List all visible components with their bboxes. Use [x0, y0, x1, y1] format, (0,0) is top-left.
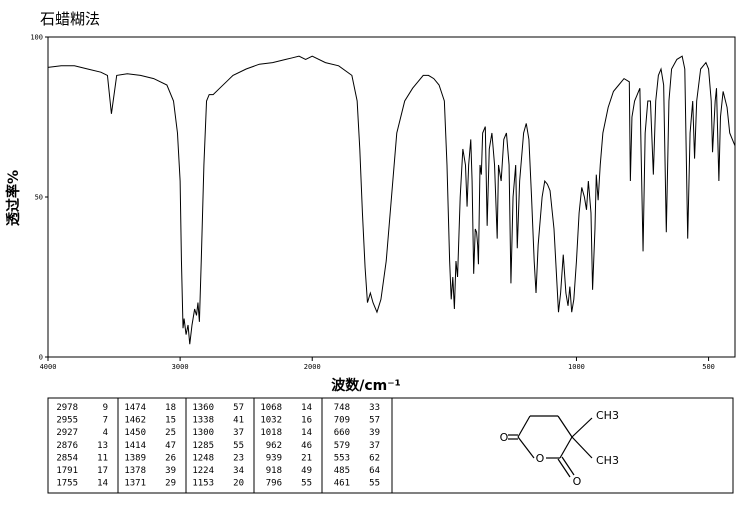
peak-wavenumber: 579 — [334, 441, 350, 451]
x-tick-label: 500 — [702, 363, 715, 371]
peak-wavenumber: 553 — [334, 453, 350, 463]
peak-transmittance: 20 — [233, 479, 244, 489]
peak-transmittance: 26 — [165, 453, 176, 463]
peak-transmittance: 41 — [233, 416, 244, 426]
peak-transmittance: 13 — [97, 441, 108, 451]
peak-wavenumber: 1018 — [260, 428, 282, 438]
peak-transmittance: 18 — [165, 403, 176, 413]
x-tick-label: 1000 — [568, 363, 585, 371]
atom-label: CH3 — [596, 409, 619, 422]
x-tick-label: 4000 — [40, 363, 57, 371]
peak-wavenumber: 1300 — [192, 428, 214, 438]
y-tick-label: 100 — [30, 34, 43, 42]
spectrum-line — [47, 55, 736, 345]
peak-transmittance: 39 — [165, 466, 176, 476]
peak-wavenumber: 2955 — [56, 416, 78, 426]
peak-transmittance: 62 — [369, 453, 380, 463]
peak-wavenumber: 2978 — [56, 403, 78, 413]
peak-transmittance: 7 — [103, 416, 108, 426]
peak-wavenumber: 748 — [334, 403, 350, 413]
peak-wavenumber: 1474 — [124, 403, 146, 413]
peak-wavenumber: 939 — [266, 453, 282, 463]
peak-wavenumber: 1389 — [124, 453, 146, 463]
peak-wavenumber: 709 — [334, 416, 350, 426]
peak-transmittance: 14 — [97, 479, 108, 489]
x-tick-label: 2000 — [304, 363, 321, 371]
peak-wavenumber: 962 — [266, 441, 282, 451]
peak-transmittance: 4 — [103, 428, 108, 438]
peak-transmittance: 11 — [97, 453, 108, 463]
peak-transmittance: 29 — [165, 479, 176, 489]
peak-transmittance: 25 — [165, 428, 176, 438]
atom-label: O — [500, 431, 509, 444]
peak-wavenumber: 1224 — [192, 466, 214, 476]
peak-transmittance: 55 — [369, 479, 380, 489]
atom-label: O — [536, 452, 545, 465]
peak-transmittance: 39 — [369, 428, 380, 438]
peak-wavenumber: 1360 — [192, 403, 214, 413]
atom-label: CH3 — [596, 454, 619, 467]
peak-transmittance: 55 — [233, 441, 244, 451]
x-tick-label: 3000 — [172, 363, 189, 371]
peak-wavenumber: 1755 — [56, 479, 78, 489]
peak-wavenumber: 1068 — [260, 403, 282, 413]
x-axis-label: 波数/cm⁻¹ — [331, 377, 401, 394]
peak-transmittance: 57 — [233, 403, 244, 413]
peak-transmittance: 33 — [369, 403, 380, 413]
peak-transmittance: 16 — [301, 416, 312, 426]
peak-wavenumber: 1285 — [192, 441, 214, 451]
peak-transmittance: 23 — [233, 453, 244, 463]
y-axis-label: 透过率% — [5, 170, 22, 226]
peak-transmittance: 57 — [369, 416, 380, 426]
peak-transmittance: 15 — [165, 416, 176, 426]
peak-wavenumber: 1371 — [124, 479, 146, 489]
structure-bonds — [508, 415, 593, 478]
peak-transmittance: 37 — [369, 441, 380, 451]
peak-transmittance: 14 — [301, 403, 312, 413]
peak-wavenumber: 2876 — [56, 441, 78, 451]
peak-transmittance: 34 — [233, 466, 244, 476]
peak-wavenumber: 1791 — [56, 466, 78, 476]
peak-transmittance: 37 — [233, 428, 244, 438]
table-frame — [47, 397, 734, 494]
peak-wavenumber: 660 — [334, 428, 350, 438]
peak-transmittance: 64 — [369, 466, 380, 476]
peak-wavenumber: 1153 — [192, 479, 214, 489]
peak-transmittance: 49 — [301, 466, 312, 476]
peak-transmittance: 46 — [301, 441, 312, 451]
peak-transmittance: 9 — [103, 403, 108, 413]
peak-wavenumber: 1462 — [124, 416, 146, 426]
peak-wavenumber: 2927 — [56, 428, 78, 438]
peak-transmittance: 17 — [97, 466, 108, 476]
peak-transmittance: 55 — [301, 479, 312, 489]
peak-wavenumber: 1414 — [124, 441, 146, 451]
peak-wavenumber: 1338 — [192, 416, 214, 426]
peak-wavenumber: 1450 — [124, 428, 146, 438]
peak-wavenumber: 485 — [334, 466, 350, 476]
peak-wavenumber: 1248 — [192, 453, 214, 463]
peak-wavenumber: 461 — [334, 479, 350, 489]
atom-label: O — [573, 475, 582, 488]
chart-title: 石蜡糊法 — [40, 10, 100, 28]
peak-transmittance: 21 — [301, 453, 312, 463]
peak-wavenumber: 796 — [266, 479, 282, 489]
y-tick-label: 50 — [35, 194, 43, 202]
peak-wavenumber: 1378 — [124, 466, 146, 476]
peak-wavenumber: 2854 — [56, 453, 78, 463]
peak-transmittance: 14 — [301, 428, 312, 438]
peak-wavenumber: 918 — [266, 466, 282, 476]
peak-transmittance: 47 — [165, 441, 176, 451]
y-tick-label: 0 — [39, 354, 43, 362]
peak-wavenumber: 1032 — [260, 416, 282, 426]
